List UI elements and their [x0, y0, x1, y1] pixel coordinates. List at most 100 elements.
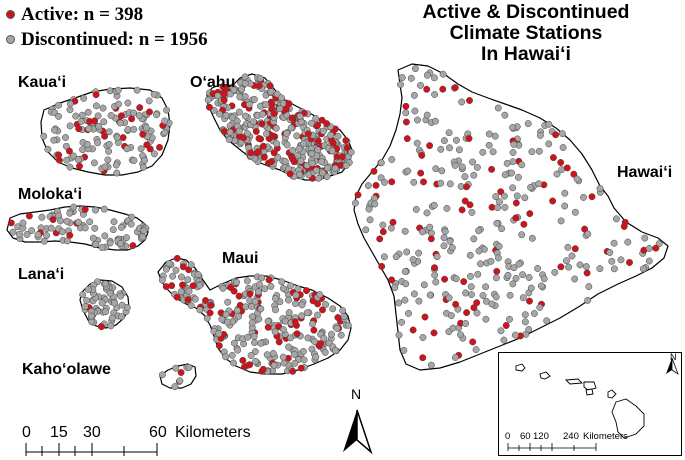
station-dot: [462, 289, 470, 297]
station-dot: [178, 273, 185, 281]
station-dot: [92, 102, 100, 110]
station-dot: [467, 272, 474, 280]
station-dot: [124, 99, 132, 107]
station-dot: [430, 201, 438, 209]
station-dot: [492, 293, 500, 301]
station-dot: [553, 170, 561, 178]
station-dot: [322, 301, 330, 308]
station-dot: [129, 242, 137, 250]
station-dot: [337, 331, 345, 339]
station-dot: [259, 365, 267, 373]
station-dot: [376, 235, 384, 243]
station-dot: [261, 285, 269, 293]
station-dot: [537, 282, 545, 290]
station-dot: [206, 309, 214, 317]
station-dot: [494, 104, 502, 112]
label-maui: Maui: [222, 250, 259, 267]
station-dot: [482, 297, 490, 305]
station-dot: [534, 265, 542, 272]
station-dot: [305, 171, 313, 179]
station-dot: [272, 295, 279, 303]
station-dot: [518, 231, 526, 239]
station-dot: [85, 125, 93, 133]
station-dot: [474, 270, 482, 278]
station-dot: [139, 233, 147, 241]
title-line-2: Climate Stations: [449, 22, 603, 44]
station-dot: [116, 119, 124, 127]
station-dot: [426, 142, 434, 150]
station-dot: [19, 219, 27, 227]
station-dot: [150, 90, 158, 98]
station-dot: [451, 354, 459, 361]
station-dot: [9, 228, 17, 236]
station-dot: [495, 242, 503, 250]
station-dot: [391, 284, 399, 291]
station-dot: [626, 259, 633, 266]
station-dot: [146, 108, 153, 116]
station-dot: [106, 289, 114, 297]
station-dot: [573, 175, 581, 183]
station-dot: [228, 351, 236, 359]
station-dot: [272, 124, 280, 132]
title-line-1: Active & Discontinued: [422, 1, 630, 23]
station-dot: [431, 117, 439, 125]
station-dot: [102, 308, 110, 316]
station-dot: [90, 159, 98, 167]
station-dot: [94, 139, 102, 147]
station-dot: [258, 274, 266, 282]
station-dot: [558, 130, 566, 138]
station-dot: [239, 356, 247, 364]
station-dot: [526, 297, 533, 305]
station-dot: [466, 201, 474, 209]
station-dot: [470, 235, 478, 243]
inset-map: [507, 357, 679, 451]
station-dot: [230, 86, 238, 94]
station-dot: [247, 352, 255, 359]
station-dot: [275, 338, 283, 346]
station-dot: [297, 118, 305, 126]
station-dot: [233, 307, 241, 315]
station-dot: [298, 312, 306, 320]
station-dot: [114, 86, 122, 94]
station-dot: [241, 80, 249, 88]
station-dot: [34, 231, 42, 239]
station-dot: [344, 321, 352, 329]
station-dot: [420, 178, 427, 186]
station-dot: [536, 303, 544, 311]
inset-scale-unit: Kilometers: [583, 431, 628, 442]
station-dot: [413, 139, 421, 147]
station-dot: [92, 91, 100, 99]
station-dot: [347, 148, 355, 156]
station-dot: [404, 167, 412, 175]
station-dot: [617, 256, 625, 264]
station-dot: [106, 87, 114, 95]
station-dot: [185, 363, 193, 371]
station-dot: [458, 206, 466, 214]
station-dot: [624, 238, 632, 246]
station-dot: [127, 220, 135, 228]
station-dot: [365, 205, 373, 213]
station-dot: [520, 220, 528, 228]
station-dot: [142, 124, 150, 132]
station-dot: [63, 156, 71, 164]
station-dot: [381, 178, 388, 186]
station-dot: [247, 149, 255, 157]
station-dot: [329, 305, 337, 313]
station-dot: [177, 288, 185, 296]
station-dot: [463, 309, 471, 317]
station-dot: [501, 111, 509, 119]
station-dot: [57, 217, 64, 225]
station-dot: [469, 158, 477, 166]
station-dot: [72, 112, 80, 120]
station-dot: [107, 322, 115, 330]
station-dot: [378, 262, 386, 270]
station-dot: [420, 281, 428, 289]
scale-unit-label: Kilometers: [175, 424, 251, 441]
station-dot: [215, 330, 223, 338]
station-dot: [268, 100, 276, 108]
station-dot: [318, 116, 326, 124]
station-dot: [227, 284, 235, 291]
station-dot: [557, 159, 565, 166]
station-dot: [285, 309, 293, 317]
station-dot: [457, 331, 464, 339]
